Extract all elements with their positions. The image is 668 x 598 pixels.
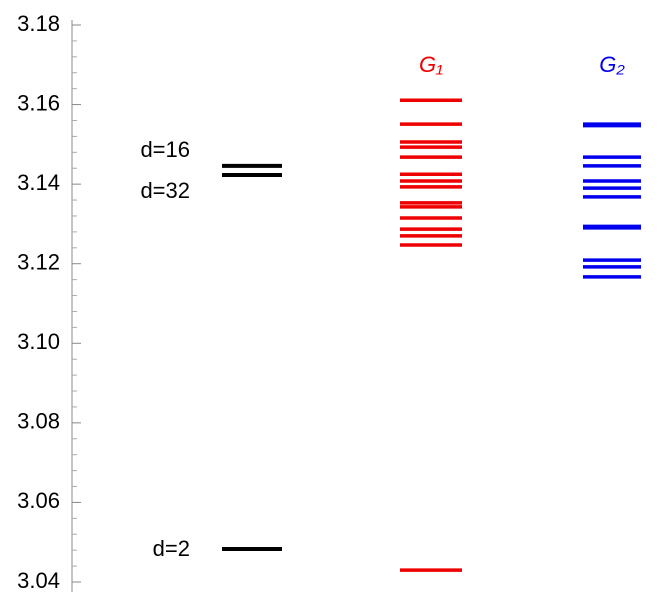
y-tick-label: 3.12 — [17, 250, 60, 275]
annotation: d=2 — [153, 536, 190, 561]
annotation: d=16 — [140, 137, 190, 162]
series-label: G₂ — [599, 52, 625, 77]
y-tick-label: 3.06 — [17, 488, 60, 513]
annotation: d=32 — [140, 178, 190, 203]
series-label: G₁ — [419, 52, 443, 77]
y-tick-label: 3.18 — [17, 11, 60, 36]
y-tick-label: 3.16 — [17, 90, 60, 115]
y-tick-label: 3.10 — [17, 329, 60, 354]
y-tick-label: 3.08 — [17, 409, 60, 434]
y-tick-label: 3.14 — [17, 170, 60, 195]
y-tick-label: 3.04 — [17, 568, 60, 593]
